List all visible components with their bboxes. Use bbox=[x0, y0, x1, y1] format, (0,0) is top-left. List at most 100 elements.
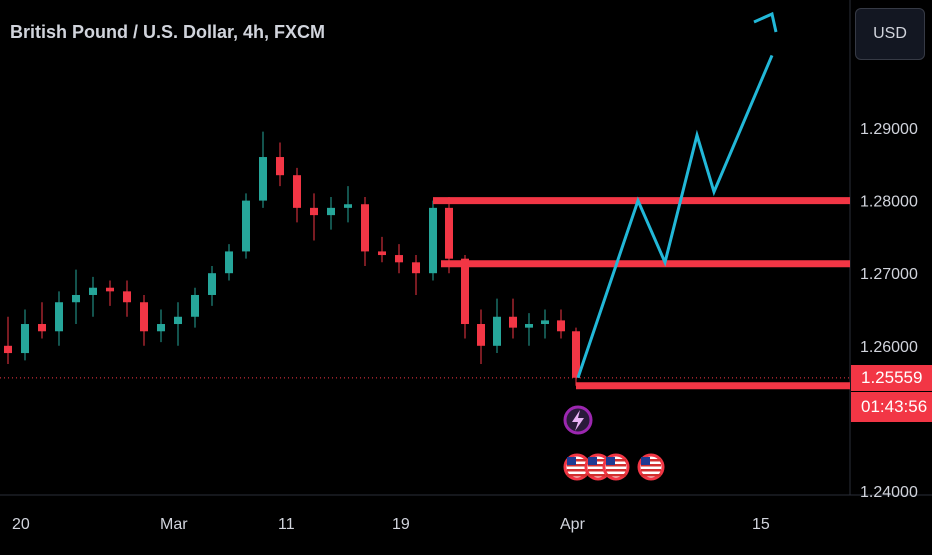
flag-canton bbox=[606, 457, 615, 465]
y-tick-label: 1.27000 bbox=[860, 266, 918, 283]
flag-stripe bbox=[567, 464, 587, 467]
candle bbox=[140, 294, 148, 346]
flag-stripe bbox=[567, 459, 587, 462]
candle bbox=[429, 200, 437, 281]
candle bbox=[157, 309, 165, 343]
flag-stripe bbox=[641, 474, 661, 477]
us-flag-icon[interactable] bbox=[602, 453, 630, 481]
chart-title: British Pound / U.S. Dollar, 4h, FXCM bbox=[10, 22, 326, 42]
candle-body bbox=[191, 294, 199, 317]
candle bbox=[21, 309, 29, 361]
candle bbox=[461, 255, 469, 339]
countdown-tag: 01:43:56 bbox=[851, 392, 932, 422]
y-tick-label: 1.26000 bbox=[860, 339, 918, 356]
candle-body bbox=[344, 204, 352, 208]
candle-body bbox=[293, 175, 301, 208]
flag-stripe bbox=[588, 459, 608, 462]
x-tick-label: Apr bbox=[560, 516, 586, 533]
candle bbox=[89, 276, 97, 317]
candle-body bbox=[208, 273, 216, 295]
candle bbox=[361, 196, 369, 266]
candle bbox=[378, 236, 386, 263]
us-flag-icon[interactable] bbox=[563, 453, 591, 481]
candle bbox=[477, 309, 485, 364]
flag-stripe bbox=[641, 469, 661, 472]
candle-body bbox=[509, 316, 517, 328]
us-flag-icon[interactable] bbox=[637, 453, 665, 481]
last-price-tag: 1.25559 bbox=[851, 365, 932, 391]
candle-body bbox=[157, 324, 165, 332]
candle bbox=[4, 316, 12, 364]
candle-body bbox=[276, 157, 284, 176]
candle-body bbox=[310, 207, 318, 216]
flag-stripe bbox=[641, 459, 661, 462]
candle bbox=[242, 193, 250, 259]
flag-stripe bbox=[567, 469, 587, 472]
flag-stripe bbox=[606, 459, 626, 462]
candle bbox=[174, 302, 182, 346]
candle-body bbox=[140, 302, 148, 332]
x-tick-label: 11 bbox=[278, 516, 295, 533]
candle bbox=[509, 298, 517, 339]
candle-body bbox=[123, 291, 131, 303]
candle bbox=[276, 142, 284, 187]
candle-body bbox=[38, 324, 46, 332]
candle-body bbox=[259, 157, 267, 201]
candle-body bbox=[412, 262, 420, 274]
candle bbox=[310, 193, 318, 241]
x-tick-label: Mar bbox=[160, 516, 188, 533]
x-tick-label: 19 bbox=[392, 516, 410, 533]
candle-body bbox=[541, 320, 549, 325]
candle bbox=[293, 167, 301, 223]
candle bbox=[412, 255, 420, 295]
candle-body bbox=[429, 207, 437, 274]
candle-body bbox=[477, 324, 485, 346]
candle bbox=[225, 244, 233, 281]
x-tick-label: 20 bbox=[12, 516, 30, 533]
y-tick-label: 1.24000 bbox=[860, 484, 918, 501]
candle bbox=[541, 309, 549, 339]
projection-path bbox=[576, 54, 774, 379]
lightning-bolt bbox=[572, 410, 584, 431]
candle bbox=[395, 244, 403, 274]
candle-body bbox=[445, 207, 453, 259]
flag-canton bbox=[641, 457, 650, 465]
candle bbox=[55, 291, 63, 346]
candle bbox=[525, 313, 533, 346]
candle-body bbox=[89, 287, 97, 295]
candle-body bbox=[327, 207, 335, 216]
candle-body bbox=[242, 200, 250, 252]
candle bbox=[208, 265, 216, 306]
flag-canton bbox=[567, 457, 576, 465]
lightning-icon[interactable] bbox=[563, 405, 593, 435]
candle bbox=[191, 287, 199, 328]
candle-body bbox=[72, 294, 80, 303]
candle-body bbox=[106, 287, 114, 292]
candle bbox=[123, 280, 131, 317]
projection-arrowhead bbox=[753, 11, 778, 33]
candle-body bbox=[461, 258, 469, 325]
currency-button[interactable]: USD bbox=[855, 8, 925, 60]
candle bbox=[493, 298, 501, 354]
candle bbox=[72, 269, 80, 325]
candle-body bbox=[395, 255, 403, 263]
candle bbox=[344, 186, 352, 223]
flag-stripe bbox=[641, 464, 661, 467]
flag-canton bbox=[588, 457, 597, 465]
candle-body bbox=[4, 345, 12, 354]
flag-stripe bbox=[588, 474, 608, 477]
flag-stripe bbox=[588, 464, 608, 467]
candle-body bbox=[525, 324, 533, 328]
candle-body bbox=[225, 251, 233, 274]
y-tick-label: 1.29000 bbox=[860, 121, 918, 138]
flag-stripe bbox=[606, 469, 626, 472]
flag-stripe bbox=[606, 464, 626, 467]
candle bbox=[38, 302, 46, 339]
candle-body bbox=[55, 302, 63, 332]
candle bbox=[327, 196, 335, 230]
candle-body bbox=[21, 324, 29, 354]
candle bbox=[259, 131, 267, 208]
candle-body bbox=[493, 316, 501, 346]
